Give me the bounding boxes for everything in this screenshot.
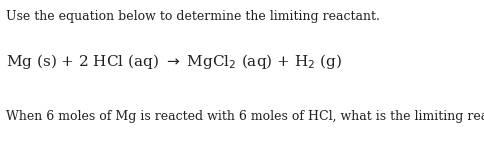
Text: Use the equation below to determine the limiting reactant.: Use the equation below to determine the … — [6, 10, 380, 23]
Text: Mg (s) + 2 HCl (aq) $\rightarrow$ MgCl$_2$ (aq) + H$_2$ (g): Mg (s) + 2 HCl (aq) $\rightarrow$ MgCl$_… — [6, 52, 342, 71]
Text: When 6 moles of Mg is reacted with 6 moles of HCl, what is the limiting reactant: When 6 moles of Mg is reacted with 6 mol… — [6, 110, 484, 123]
